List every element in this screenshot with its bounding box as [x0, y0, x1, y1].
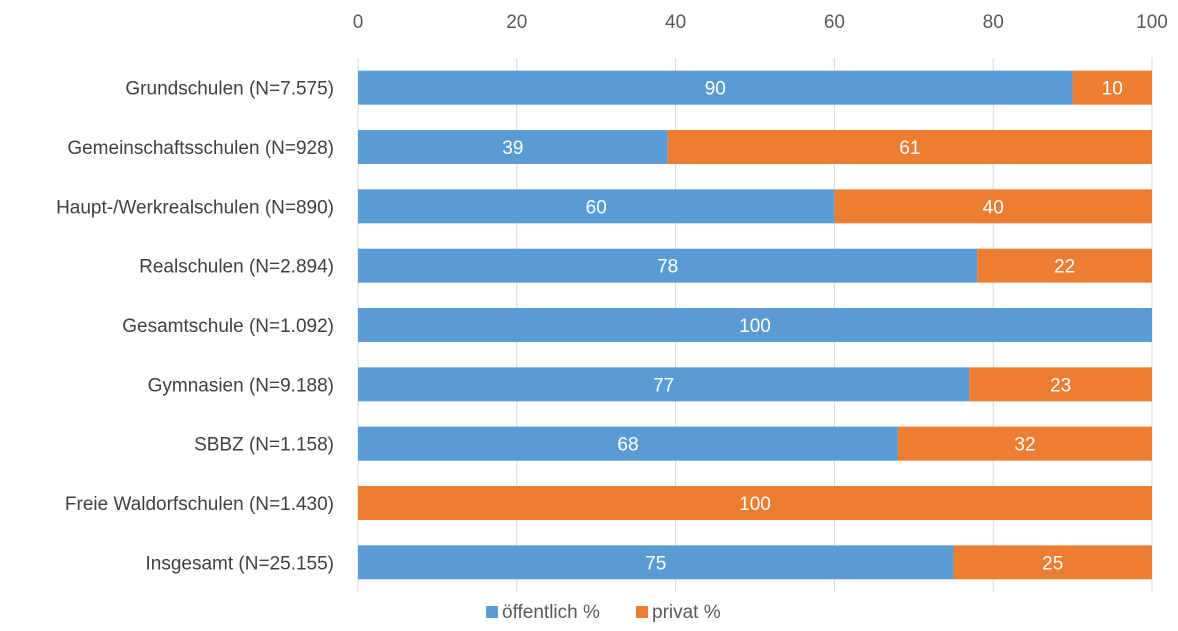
data-label: 23 — [1050, 375, 1071, 396]
category-label: Haupt-/Werkrealschulen (N=890) — [56, 197, 334, 218]
bar-segment — [1072, 70, 1152, 105]
data-label: 60 — [586, 197, 607, 218]
data-label: 32 — [1014, 435, 1035, 456]
category-label: SBBZ (N=1.158) — [194, 435, 334, 456]
data-label: 10 — [1102, 79, 1123, 100]
data-label: 22 — [1054, 257, 1075, 278]
category-label: Freie Waldorfschulen (N=1.430) — [65, 494, 334, 515]
legend: öffentlich % privat % — [486, 602, 721, 623]
category-label: Gymnasien (N=9.188) — [148, 375, 334, 396]
data-label: 100 — [739, 316, 771, 337]
category-label: Insgesamt (N=25.155) — [145, 553, 334, 574]
x-tick-label: 0 — [353, 12, 364, 33]
data-label: 40 — [983, 197, 1004, 218]
x-tick-label: 80 — [983, 12, 1004, 33]
data-label: 39 — [502, 138, 523, 159]
legend-label: öffentlich % — [502, 602, 600, 623]
legend-label: privat % — [652, 602, 721, 623]
data-label: 75 — [645, 553, 666, 574]
legend-swatch — [636, 606, 648, 618]
bar-segment — [358, 426, 898, 461]
bar-segment — [667, 130, 1152, 164]
bar-segment — [358, 308, 1152, 342]
bar-segment — [358, 130, 668, 164]
data-label: 77 — [653, 375, 674, 396]
x-tick-label: 100 — [1136, 12, 1168, 33]
data-label: 90 — [705, 79, 726, 100]
x-axis-ticks: 0 20 40 60 80 100 — [353, 12, 1168, 33]
bar-segment — [358, 248, 978, 283]
category-label: Realschulen (N=2.894) — [139, 257, 334, 278]
bar-segment — [834, 189, 1152, 224]
bar-segment — [977, 248, 1152, 283]
data-label: 78 — [657, 257, 678, 278]
bar-segment — [953, 545, 1152, 580]
category-label: Gesamtschule (N=1.092) — [122, 316, 334, 337]
bar-segment — [358, 70, 1073, 105]
category-label: Grundschulen (N=7.575) — [125, 79, 334, 100]
bars: 90 10 39 61 60 40 78 22 100 77 23 68 32 100 75 25 — [358, 70, 1152, 580]
bar-segment — [969, 367, 1152, 402]
category-labels: Grundschulen (N=7.575) Gemeinschaftsschul… — [56, 79, 334, 575]
bar-segment — [358, 367, 970, 402]
data-label: 61 — [899, 138, 920, 159]
data-label: 25 — [1042, 553, 1063, 574]
category-label: Gemeinschaftsschulen (N=928) — [67, 138, 334, 159]
bar-segment — [358, 486, 1152, 520]
bar-segment — [358, 189, 835, 224]
data-label: 100 — [739, 494, 771, 515]
x-tick-label: 60 — [824, 12, 845, 33]
bar-segment — [897, 426, 1152, 461]
data-label: 68 — [617, 435, 638, 456]
x-tick-label: 20 — [506, 12, 527, 33]
x-tick-label: 40 — [665, 12, 686, 33]
bar-segment — [358, 545, 954, 580]
legend-swatch — [486, 606, 498, 618]
